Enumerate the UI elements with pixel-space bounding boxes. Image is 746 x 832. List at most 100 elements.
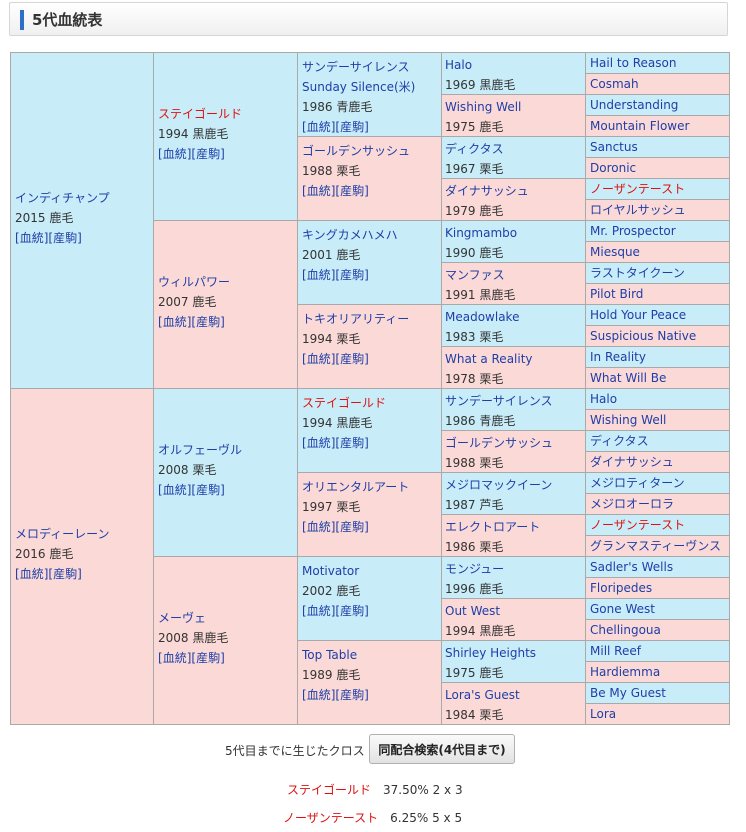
horse-name-link[interactable]: オルフェーヴル bbox=[158, 443, 243, 457]
horse-name-link[interactable]: ウィルパワー bbox=[158, 275, 231, 289]
horse-name-link[interactable]: Mr. Prospector bbox=[590, 224, 676, 238]
offspring-link[interactable]: 産駒 bbox=[196, 315, 221, 329]
horse-name-link[interactable]: モンジュー bbox=[445, 562, 505, 576]
horse-name-link[interactable]: Chellingoua bbox=[590, 623, 661, 637]
horse-name-link[interactable]: Hold Your Peace bbox=[590, 308, 687, 322]
pedigree-link[interactable]: 血統 bbox=[162, 483, 187, 497]
horse-name-link[interactable]: Hardiemma bbox=[590, 665, 661, 679]
offspring-link[interactable]: 産駒 bbox=[196, 483, 221, 497]
horse-name-link[interactable]: ロイヤルサッシュ bbox=[590, 203, 686, 217]
horse-name-link[interactable]: ディクタス bbox=[445, 142, 504, 156]
horse-name-link[interactable]: Floripedes bbox=[590, 581, 653, 595]
offspring-link[interactable]: 産駒 bbox=[340, 184, 365, 198]
horse-name-link[interactable]: ラストタイクーン bbox=[590, 266, 685, 280]
offspring-link[interactable]: 産駒 bbox=[340, 352, 365, 366]
pedigree-link[interactable]: 血統 bbox=[306, 604, 331, 618]
horse-name-link[interactable]: メジロマックイーン bbox=[445, 478, 553, 492]
horse-name-link[interactable]: Miesque bbox=[590, 245, 640, 259]
horse-name-link[interactable]: ダイナサッシュ bbox=[445, 184, 529, 198]
horse-name-link[interactable]: ディクタス bbox=[590, 434, 649, 448]
horse-foreign-name-link[interactable]: Sunday Silence(米) bbox=[302, 80, 416, 94]
horse-entry: ダイナサッシュ 1979 鹿毛 bbox=[442, 179, 585, 220]
horse-name-link[interactable]: Gone West bbox=[590, 602, 655, 616]
horse-name-link[interactable]: メジロオーロラ bbox=[590, 497, 675, 511]
pedigree-cell-gen5: Lora bbox=[585, 703, 730, 725]
horse-name-link[interactable]: サンデーサイレンス bbox=[302, 60, 410, 74]
offspring-link[interactable]: 産駒 bbox=[53, 567, 78, 581]
pedigree-link[interactable]: 血統 bbox=[19, 567, 44, 581]
horse-name-link[interactable]: Suspicious Native bbox=[590, 329, 697, 343]
horse-name-link[interactable]: Mill Reef bbox=[590, 644, 641, 658]
horse-name-link[interactable]: エレクトロアート bbox=[445, 520, 541, 534]
horse-name-link[interactable]: What Will Be bbox=[590, 371, 667, 385]
horse-name-link[interactable]: Wishing Well bbox=[445, 100, 522, 114]
horse-name-link[interactable]: ノーザンテースト bbox=[590, 182, 686, 196]
horse-name-link[interactable]: サンデーサイレンス bbox=[445, 394, 553, 408]
offspring-link[interactable]: 産駒 bbox=[340, 120, 365, 134]
pedigree-link[interactable]: 血統 bbox=[162, 315, 187, 329]
horse-name-link[interactable]: What a Reality bbox=[445, 352, 533, 366]
offspring-link[interactable]: 産駒 bbox=[196, 147, 221, 161]
horse-name-link[interactable]: Hail to Reason bbox=[590, 56, 677, 70]
bracket: ] bbox=[220, 483, 225, 497]
cross-horse-link[interactable]: ノーザンテースト bbox=[283, 811, 379, 825]
horse-name-link[interactable]: Out West bbox=[445, 604, 501, 618]
horse-name-link[interactable]: Top Table bbox=[302, 648, 358, 662]
horse-name-link[interactable]: Halo bbox=[590, 392, 618, 406]
horse-name-link[interactable]: Mountain Flower bbox=[590, 119, 690, 133]
horse-name-link[interactable]: マンファス bbox=[445, 268, 505, 282]
horse-name-link[interactable]: Pilot Bird bbox=[590, 287, 644, 301]
horse-name-link[interactable]: インディチャンプ bbox=[15, 191, 110, 205]
horse-name-link[interactable]: メジロティターン bbox=[590, 476, 685, 490]
pedigree-cell-gen3: オリエンタルアート 1997 栗毛 [血統][産駒] bbox=[297, 472, 442, 557]
horse-name-link[interactable]: Lora bbox=[590, 707, 617, 721]
same-cross-search-button[interactable]: 同配合検索(4代目まで) bbox=[369, 734, 515, 764]
horse-name-link[interactable]: Understanding bbox=[590, 98, 679, 112]
pedigree-link[interactable]: 血統 bbox=[19, 231, 44, 245]
offspring-link[interactable]: 産駒 bbox=[196, 651, 221, 665]
offspring-link[interactable]: 産駒 bbox=[340, 604, 365, 618]
offspring-link[interactable]: 産駒 bbox=[340, 520, 365, 534]
horse-name-link[interactable]: In Reality bbox=[590, 350, 646, 364]
pedigree-link[interactable]: 血統 bbox=[162, 651, 187, 665]
horse-name-link[interactable]: メロディーレーン bbox=[15, 527, 110, 541]
horse-name-link[interactable]: メーヴェ bbox=[158, 611, 207, 625]
horse-name-link[interactable]: Cosmah bbox=[590, 77, 639, 91]
horse-name-link[interactable]: Shirley Heights bbox=[445, 646, 537, 660]
cross-horse-link[interactable]: ステイゴールド bbox=[287, 783, 372, 797]
horse-name-link[interactable]: ノーザンテースト bbox=[590, 518, 686, 532]
horse-name-link[interactable]: Wishing Well bbox=[590, 413, 667, 427]
horse-name-link[interactable]: Doronic bbox=[590, 161, 637, 175]
offspring-link[interactable]: 産駒 bbox=[340, 268, 365, 282]
offspring-link[interactable]: 産駒 bbox=[340, 688, 365, 702]
horse-name-link[interactable]: Sanctus bbox=[590, 140, 638, 154]
pedigree-link[interactable]: 血統 bbox=[306, 688, 331, 702]
horse-name-link[interactable]: トキオリアリティー bbox=[302, 312, 410, 326]
offspring-link[interactable]: 産駒 bbox=[53, 231, 78, 245]
horse-name-link[interactable]: ゴールデンサッシュ bbox=[445, 436, 554, 450]
horse-name-link[interactable]: Motivator bbox=[302, 564, 360, 578]
offspring-link[interactable]: 産駒 bbox=[340, 436, 365, 450]
pedigree-link[interactable]: 血統 bbox=[162, 147, 187, 161]
horse-name-link[interactable]: Halo bbox=[445, 58, 473, 72]
pedigree-link[interactable]: 血統 bbox=[306, 352, 331, 366]
horse-name-link[interactable]: ダイナサッシュ bbox=[590, 455, 674, 469]
horse-name-link[interactable]: Be My Guest bbox=[590, 686, 666, 700]
horse-name-link[interactable]: Meadowlake bbox=[445, 310, 520, 324]
horse-entry: モンジュー 1996 鹿毛 bbox=[442, 557, 585, 598]
horse-name-link[interactable]: キングカメハメハ bbox=[302, 228, 398, 242]
pedigree-link[interactable]: 血統 bbox=[306, 184, 331, 198]
horse-name-link[interactable]: ステイゴールド bbox=[158, 107, 243, 121]
horse-name-link[interactable]: ゴールデンサッシュ bbox=[302, 144, 411, 158]
horse-name-link[interactable]: オリエンタルアート bbox=[302, 480, 410, 494]
horse-name-link[interactable]: グランマスティーヴンス bbox=[590, 539, 722, 553]
horse-name-link[interactable]: Sadler's Wells bbox=[590, 560, 674, 574]
pedigree-link[interactable]: 血統 bbox=[306, 268, 331, 282]
horse-name-link[interactable]: ステイゴールド bbox=[302, 396, 387, 410]
pedigree-link[interactable]: 血統 bbox=[306, 520, 331, 534]
pedigree-cell-gen5: グランマスティーヴンス bbox=[585, 535, 730, 557]
horse-name-link[interactable]: Kingmambo bbox=[445, 226, 518, 240]
horse-name-link[interactable]: Lora's Guest bbox=[445, 688, 520, 702]
pedigree-link[interactable]: 血統 bbox=[306, 120, 331, 134]
pedigree-link[interactable]: 血統 bbox=[306, 436, 331, 450]
